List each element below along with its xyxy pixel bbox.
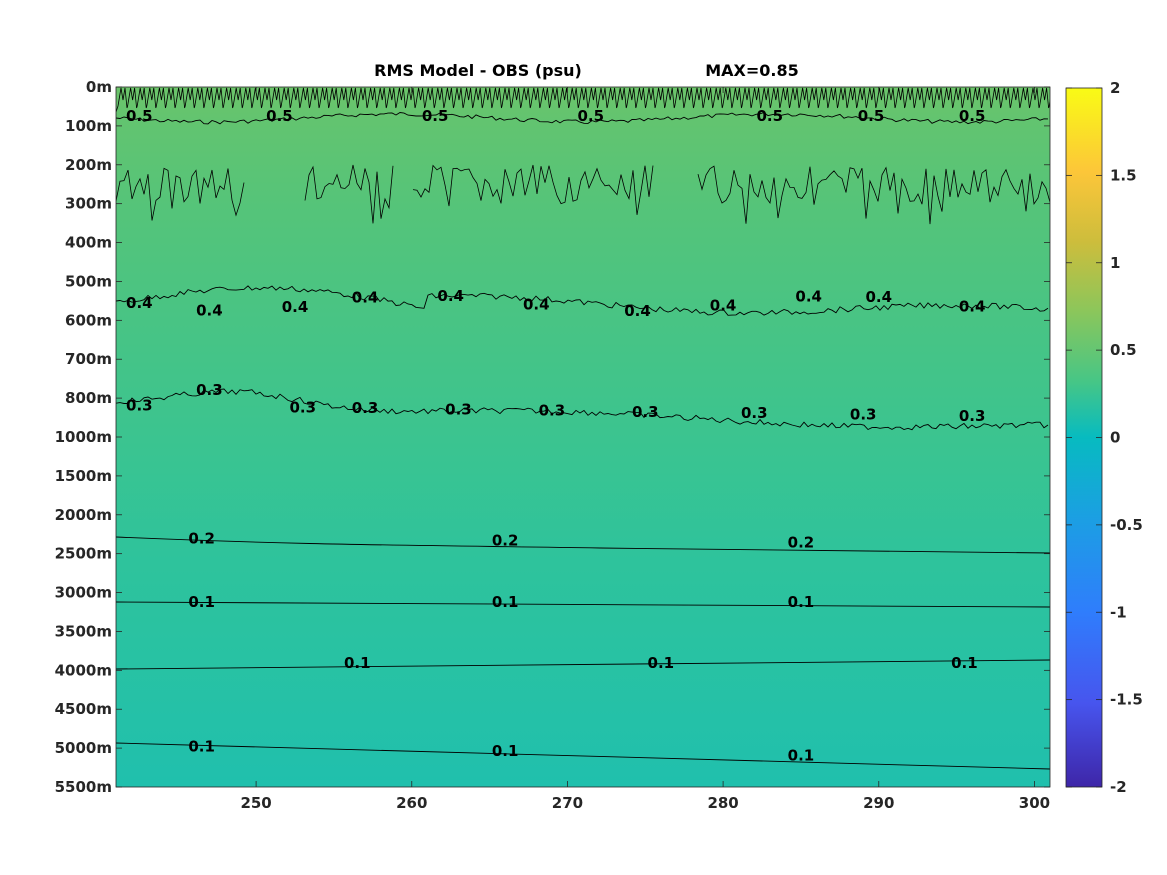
colorbar-tick-label: -2 xyxy=(1110,778,1127,796)
x-tick-label: 290 xyxy=(863,794,894,812)
contour-label: 0.5 xyxy=(858,107,885,125)
y-tick-label: 4500m xyxy=(55,700,112,718)
contour-label: 0.3 xyxy=(445,400,472,418)
contour-label: 0.4 xyxy=(710,297,737,315)
y-tick-label: 100m xyxy=(65,117,112,135)
y-tick-label: 3000m xyxy=(55,584,112,602)
y-tick-label: 2000m xyxy=(55,506,112,524)
contour-label: 0.1 xyxy=(492,593,519,611)
x-tick-label: 250 xyxy=(240,794,271,812)
contour-label: 0.2 xyxy=(788,533,815,551)
contour-label: 0.5 xyxy=(577,107,604,125)
contour-label: 0.1 xyxy=(788,593,815,611)
x-tick-label: 300 xyxy=(1019,794,1050,812)
y-tick-label: 2500m xyxy=(55,545,112,563)
contour-label: 0.4 xyxy=(126,294,153,312)
colorbar-tick-label: 1 xyxy=(1110,254,1120,272)
contour-label: 0.4 xyxy=(196,302,223,320)
contour-label: 0.4 xyxy=(282,298,309,316)
contour-label: 0.4 xyxy=(437,287,464,305)
contour-label: 0.3 xyxy=(290,398,317,416)
colorbar-tick-label: -0.5 xyxy=(1110,516,1143,534)
contour-label: 0.3 xyxy=(850,406,877,424)
contour-label: 0.3 xyxy=(632,403,659,421)
chart-title: RMS Model - OBS (psu) xyxy=(374,61,582,80)
y-tick-label: 700m xyxy=(65,350,112,368)
chart-subtitle: MAX=0.85 xyxy=(705,61,799,80)
heatmap-field xyxy=(116,87,1050,787)
contour-label-layer: 0.5 0.5 0.5 0.5 0.5 0.5 0.5 0.4 0.4 0.4 0.4 0.4 0.4 0… xyxy=(126,107,986,764)
y-tick-label: 500m xyxy=(65,272,112,290)
contour-line-0.3 xyxy=(116,388,1049,431)
colorbar-tick-label: 2 xyxy=(1110,79,1120,97)
contour-line-0.4-shallow xyxy=(116,167,245,221)
contour-label: 0.5 xyxy=(757,107,784,125)
y-tick-label: 0m xyxy=(86,78,112,96)
colorbar-tick-label: -1.5 xyxy=(1110,691,1143,709)
contour-label: 0.2 xyxy=(492,532,519,550)
x-axis: 250 260 270 280 290 300 xyxy=(240,87,1050,812)
contour-label: 0.3 xyxy=(741,404,768,422)
y-axis: 0m 100m 200m 300m 400m 500m 600m 700m 800m 1000m 1… xyxy=(55,78,1050,796)
contour-label: 0.1 xyxy=(344,654,371,672)
contour-label: 0.1 xyxy=(788,746,815,764)
contour-label: 0.4 xyxy=(352,288,379,306)
contour-line-0.4 xyxy=(116,285,1049,316)
contour-line-0.1-b xyxy=(116,659,1050,670)
y-tick-label: 200m xyxy=(65,156,112,174)
y-tick-label: 600m xyxy=(65,311,112,329)
contour-label: 0.3 xyxy=(959,407,986,425)
colorbar-tick-label: -1 xyxy=(1110,603,1127,621)
contour-line-0.4-shallow xyxy=(304,164,394,224)
contour-label: 0.1 xyxy=(492,742,519,760)
contour-label: 0.4 xyxy=(795,287,822,305)
contour-label: 0.1 xyxy=(188,593,215,611)
colorbar-tick-label: 0 xyxy=(1110,429,1120,447)
y-tick-label: 4000m xyxy=(55,661,112,679)
y-tick-label: 5500m xyxy=(55,778,112,796)
colorbar-tick-label: 1.5 xyxy=(1110,166,1137,184)
contour-label: 0.4 xyxy=(523,296,550,314)
y-tick-label: 1500m xyxy=(55,467,112,485)
contour-label: 0.1 xyxy=(188,737,215,755)
colorbar-axis: 2 1.5 1 0.5 0 -0.5 -1 -1.5 -2 xyxy=(1066,79,1143,796)
colorbar-tick-label: 0.5 xyxy=(1110,341,1137,359)
contour-label: 0.5 xyxy=(959,107,986,125)
contour-label: 0.4 xyxy=(959,297,986,315)
contour-line-0.5 xyxy=(116,112,1049,125)
contour-label: 0.5 xyxy=(422,107,449,125)
contour-line-0.5-surface xyxy=(116,87,1050,113)
contour-label: 0.3 xyxy=(126,396,153,414)
x-tick-label: 280 xyxy=(707,794,738,812)
contour-line-0.4-shallow xyxy=(697,165,1050,225)
contour-line-0.4-shallow xyxy=(412,164,654,215)
contour-line-0.2 xyxy=(116,536,1050,554)
y-tick-label: 400m xyxy=(65,234,112,252)
contour-label: 0.4 xyxy=(624,302,651,320)
contour-label: 0.1 xyxy=(648,654,675,672)
x-tick-label: 260 xyxy=(396,794,427,812)
contour-label: 0.2 xyxy=(188,530,215,548)
y-tick-label: 1000m xyxy=(55,428,112,446)
contour-label: 0.4 xyxy=(865,288,892,306)
contour-label: 0.3 xyxy=(352,399,379,417)
x-tick-label: 270 xyxy=(552,794,583,812)
contour-label: 0.1 xyxy=(951,654,978,672)
contour-label: 0.3 xyxy=(196,381,223,399)
y-tick-label: 3500m xyxy=(55,622,112,640)
contour-label: 0.5 xyxy=(266,107,293,125)
contour-label: 0.5 xyxy=(126,107,153,125)
y-tick-label: 5000m xyxy=(55,739,112,757)
y-tick-label: 300m xyxy=(65,195,112,213)
contour-label: 0.3 xyxy=(539,402,566,420)
y-tick-label: 800m xyxy=(65,389,112,407)
